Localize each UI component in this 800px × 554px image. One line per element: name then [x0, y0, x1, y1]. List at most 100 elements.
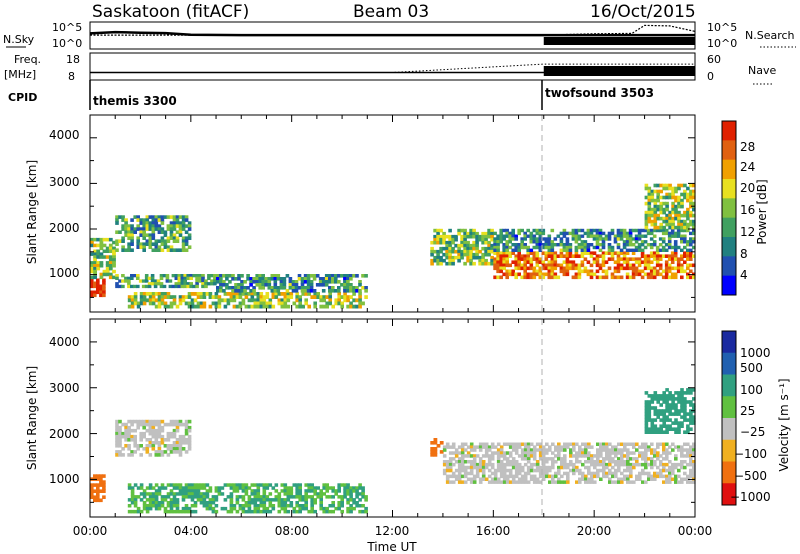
data-cell — [656, 471, 660, 476]
data-cell — [469, 477, 474, 481]
data-cell — [683, 430, 687, 434]
data-cell — [541, 471, 546, 476]
data-cell — [328, 486, 332, 490]
data-cell — [629, 468, 633, 473]
data-cell — [283, 504, 288, 508]
data-cell — [229, 292, 234, 296]
data-cell — [653, 198, 658, 203]
data-cell — [160, 292, 165, 296]
data-cell — [662, 468, 666, 473]
data-cell — [241, 489, 246, 493]
freq-tick-top: 18 — [66, 53, 80, 66]
data-cell — [337, 295, 341, 299]
data-cell — [671, 195, 675, 200]
data-cell — [502, 228, 506, 233]
data-cell — [303, 289, 308, 293]
data-cell — [514, 245, 518, 250]
data-cell — [304, 292, 308, 296]
data-cell — [346, 283, 350, 287]
data-cell — [610, 248, 615, 252]
data-cell — [502, 451, 507, 455]
data-cell — [592, 257, 597, 261]
data-cell — [163, 301, 168, 306]
data-cell — [130, 274, 134, 278]
data-cell — [433, 240, 437, 245]
data-cell — [178, 224, 183, 228]
data-cell — [331, 289, 335, 293]
data-cell — [686, 210, 690, 215]
data-cell — [181, 422, 186, 427]
data-cell — [133, 274, 137, 278]
data-cell — [130, 492, 135, 496]
data-cell — [127, 425, 131, 430]
data-cell — [322, 304, 326, 309]
data-cell — [586, 245, 591, 250]
data-cell — [656, 457, 660, 461]
data-cell — [355, 495, 359, 499]
data-cell — [553, 266, 558, 271]
data-cell — [90, 278, 94, 283]
data-cell — [172, 498, 177, 502]
data-cell — [680, 201, 684, 206]
data-cell — [502, 272, 506, 277]
data-cell — [511, 237, 515, 241]
data-cell — [502, 465, 507, 470]
data-cell — [641, 442, 645, 446]
data-cell — [124, 221, 128, 225]
data-cell — [631, 257, 636, 261]
data-cell — [346, 274, 350, 278]
data-cell — [163, 295, 168, 299]
data-cell — [301, 495, 305, 499]
data-cell — [289, 486, 294, 490]
data-cell — [584, 454, 588, 458]
data-cell — [133, 215, 137, 219]
data-cell — [99, 287, 103, 292]
data-cell — [587, 454, 591, 458]
data-cell — [229, 495, 234, 499]
data-cell — [331, 286, 335, 290]
data-cell — [303, 274, 308, 278]
data-cell — [514, 480, 519, 484]
data-cell — [346, 277, 350, 281]
data-cell — [661, 245, 666, 250]
data-cell — [683, 228, 687, 233]
data-cell — [638, 451, 642, 455]
data-cell — [625, 243, 630, 247]
data-cell — [216, 274, 220, 278]
data-cell — [629, 462, 633, 467]
data-cell — [226, 495, 231, 499]
data-cell — [622, 257, 627, 261]
data-cell — [572, 454, 576, 458]
data-cell — [632, 445, 636, 449]
data-cell — [156, 282, 161, 286]
data-cell — [466, 249, 470, 254]
data-cell — [187, 233, 192, 237]
data-cell — [689, 192, 693, 197]
data-cell — [644, 430, 649, 434]
data-cell — [553, 237, 558, 241]
data-cell — [647, 201, 652, 206]
data-cell — [316, 495, 320, 499]
data-cell — [196, 304, 201, 309]
data-cell — [358, 492, 362, 496]
data-cell — [484, 237, 488, 242]
data-cell — [250, 498, 255, 502]
data-cell — [472, 460, 477, 464]
data-cell — [436, 258, 440, 263]
data-cell — [133, 450, 137, 454]
data-cell — [575, 468, 579, 473]
data-cell — [671, 465, 675, 470]
data-cell — [322, 492, 326, 496]
data-cell — [289, 492, 294, 496]
data-cell — [490, 237, 494, 242]
data-cell — [466, 465, 471, 470]
data-cell — [613, 275, 618, 280]
data-cell — [286, 495, 291, 499]
data-cell — [499, 460, 504, 464]
data-cell — [623, 462, 627, 467]
data-cell — [550, 254, 555, 258]
data-cell — [222, 280, 226, 284]
data-cell — [175, 447, 180, 451]
data-cell — [469, 255, 473, 260]
data-cell — [295, 492, 299, 496]
